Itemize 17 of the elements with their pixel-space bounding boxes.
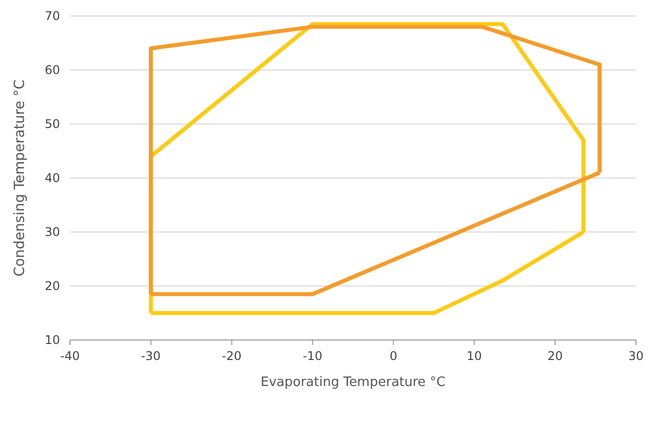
y-tick-label: 10 (44, 333, 60, 347)
y-tick-label: 20 (44, 279, 60, 293)
x-tick-label: -30 (141, 349, 161, 363)
x-tick-label: 20 (548, 349, 563, 363)
y-tick-label: 50 (44, 117, 60, 131)
y-tick-label: 60 (44, 63, 60, 77)
y-tick-label: 40 (44, 171, 60, 185)
x-tick-label: -20 (222, 349, 242, 363)
x-tick-label: -10 (302, 349, 322, 363)
x-tick-label: 0 (390, 349, 398, 363)
x-tick-label: -40 (60, 349, 80, 363)
y-tick-label: 30 (44, 225, 60, 239)
x-tick-label: 10 (466, 349, 482, 363)
y-axis-title: Condensing Temperature °C (12, 79, 28, 276)
x-axis-title: Evaporating Temperature °C (260, 375, 446, 390)
y-tick-label: 70 (44, 9, 60, 23)
x-tick-label: 30 (628, 349, 644, 363)
